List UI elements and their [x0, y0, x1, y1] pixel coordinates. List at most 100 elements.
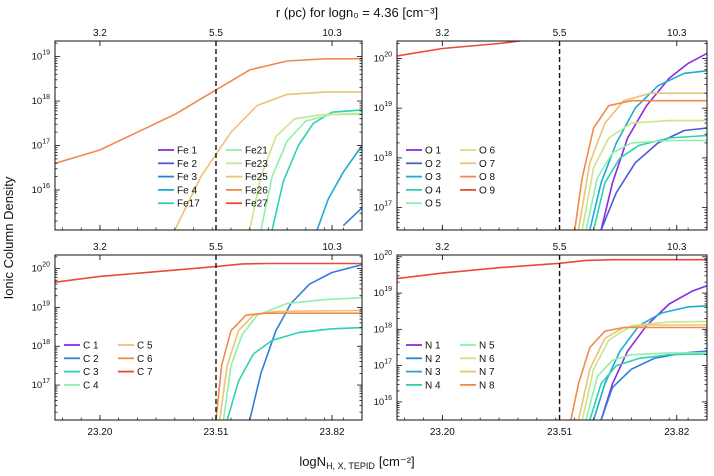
legend-label: O 8	[479, 172, 496, 183]
y-tick-label: 1017	[32, 139, 50, 152]
y-axis-label: Ionic Column Density	[1, 176, 16, 299]
y-tick-label: 1018	[374, 322, 392, 335]
y-tick-exponent: 17	[384, 201, 392, 208]
series-line-Fe17	[271, 109, 362, 230]
figure-title: r (pc) for logn₀ = 4.36 [cm⁻³]	[276, 5, 438, 20]
series-line-O2	[600, 127, 707, 230]
x-axis-label-main: logN	[299, 454, 326, 469]
x-tick-label: 23.20	[430, 427, 455, 438]
series-line-N9	[397, 258, 707, 280]
y-tick-exponent: 19	[384, 101, 392, 108]
series-line-Fe23	[248, 113, 362, 230]
y-tick-exponent: 17	[384, 359, 392, 366]
y-tick-exponent: 18	[42, 94, 50, 101]
y-tick-label: 1018	[374, 151, 392, 164]
top-tick-label: 3.2	[93, 242, 107, 253]
legend-label: C 5	[137, 341, 153, 352]
legend-label: C 3	[83, 367, 99, 378]
legend-label: Fe 2	[177, 159, 197, 170]
legend-label: O 9	[479, 185, 496, 196]
y-tick-label: 1017	[374, 359, 392, 372]
legend-label: N 4	[425, 380, 441, 391]
x-tick-label: 23.82	[320, 427, 345, 438]
top-tick-label: 5.5	[209, 242, 223, 253]
y-tick-exponent: 19	[42, 300, 50, 307]
series-line-C5	[218, 309, 362, 420]
legend-label: N 8	[479, 380, 495, 391]
series-group	[55, 262, 362, 420]
legend-label: O 5	[425, 199, 442, 210]
series-line-N7	[577, 324, 707, 420]
y-tick-exponent: 20	[42, 262, 50, 269]
legend-label: C 1	[83, 341, 99, 352]
legend-N: N 1 N 2 N 3 N 4 N 5 N 6 N 7 N 8	[406, 341, 495, 391]
series-line-C3	[226, 326, 362, 420]
legend-label: C 2	[83, 354, 99, 365]
y-tick-exponent: 18	[42, 339, 50, 346]
plot-frame	[54, 254, 363, 421]
legend-label: C 4	[83, 380, 99, 391]
y-tick-exponent: 18	[384, 322, 392, 329]
x-tick-label: 23.82	[664, 427, 689, 438]
legend-label: Fe 1	[177, 146, 197, 157]
series-line-Fe4	[316, 145, 362, 230]
legend-label: Fe21	[245, 146, 268, 157]
series-line-O8	[573, 99, 707, 230]
legend-label: Fe27	[245, 199, 268, 210]
x-axis-label-sub: H, X, TEPID	[326, 461, 375, 471]
y-tick-exponent: 19	[384, 286, 392, 293]
legend-label: Fe17	[177, 199, 200, 210]
legend-C: C 1 C 2 C 3 C 4 C 5 C 6 C 7	[64, 341, 153, 391]
plot-frame	[396, 254, 708, 421]
y-tick-exponent: 19	[42, 50, 50, 57]
y-tick-exponent: 16	[384, 395, 392, 402]
series-line-N8	[570, 326, 707, 420]
series-line-O9	[397, 41, 526, 57]
legend-label: Fe25	[245, 172, 268, 183]
top-tick-label: 10.3	[667, 242, 687, 253]
legend-label: Fe23	[245, 159, 268, 170]
series-line-C6	[215, 312, 362, 420]
x-tick-label: 23.20	[87, 427, 112, 438]
y-tick-exponent: 20	[384, 250, 392, 257]
legend-label: O 2	[425, 159, 442, 170]
top-tick-label: 10.3	[667, 28, 687, 39]
y-tick-label: 1018	[32, 339, 50, 352]
legend-label: O 1	[425, 146, 442, 157]
series-line-N2	[600, 350, 707, 420]
legend-label: N 3	[425, 367, 441, 378]
legend-label: N 5	[479, 341, 495, 352]
series-line-O5	[585, 139, 707, 230]
panel-N: 1016 1017 1018 1019 1020 23.20 3.2 23.51 5.5 23.8…	[374, 242, 708, 438]
y-tick-label: 1019	[32, 300, 50, 313]
legend-label: Fe 3	[177, 172, 197, 183]
y-tick-label: 1019	[32, 50, 50, 63]
legend-label: O 7	[479, 159, 496, 170]
legend-label: N 1	[425, 341, 441, 352]
x-axis-label: logNH, X, TEPID [cm⁻²]	[299, 454, 414, 471]
top-tick-label: 3.2	[435, 28, 449, 39]
legend-label: O 6	[479, 146, 496, 157]
series-line-C7	[55, 262, 362, 283]
legend-Fe: Fe 1 Fe 2 Fe 3 Fe 4 Fe17 Fe21 Fe23 Fe25 Fe26 Fe27	[158, 146, 268, 210]
series-line-N4	[589, 353, 707, 420]
series-line-Fe25	[174, 91, 362, 230]
y-tick-label: 1018	[32, 94, 50, 107]
series-line-N5	[585, 352, 707, 420]
y-tick-label: 1017	[374, 201, 392, 214]
series-line-O6	[581, 119, 707, 230]
top-tick-label: 5.5	[553, 28, 567, 39]
y-tick-label: 1019	[374, 101, 392, 114]
series-group	[397, 41, 707, 230]
series-line-N6	[581, 320, 707, 420]
legend-label: N 2	[425, 354, 441, 365]
legend-label: Fe26	[245, 185, 268, 196]
y-tick-label: 1020	[374, 51, 392, 64]
x-tick-label: 23.51	[547, 427, 572, 438]
series-line-O7	[577, 92, 707, 230]
series-line-Fe3	[342, 207, 362, 227]
series-group	[397, 258, 707, 420]
plot-frame	[396, 40, 708, 231]
top-tick-label: 3.2	[93, 28, 107, 39]
series-line-O1	[600, 52, 707, 230]
